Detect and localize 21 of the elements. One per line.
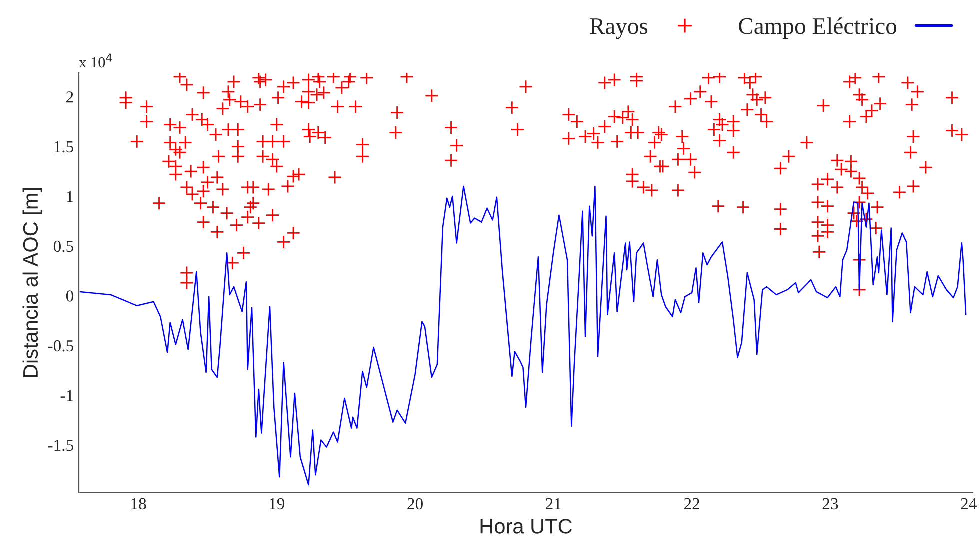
- y-tick-label: 0.5: [54, 240, 74, 252]
- x-tick-label: 18: [132, 498, 146, 510]
- text: x 10$^{4}$: [79, 54, 112, 68]
- x-tick-label: 24: [961, 498, 977, 510]
- x-tick-label: 21: [546, 498, 562, 510]
- x-tick-label: 22: [684, 498, 700, 510]
- y-tick-label: 2: [66, 92, 74, 103]
- y-tick-label: -1: [60, 390, 74, 402]
- y-axis-title: Distancia al AOC [m]: [22, 188, 42, 378]
- x-axis-title: Hora UTC: [480, 519, 572, 534]
- x-tick-label: 19: [270, 498, 285, 510]
- x-tick-label: 20: [408, 498, 423, 510]
- x-tick-label: 23: [822, 498, 838, 510]
- y-tick-label: -1.5: [48, 440, 74, 452]
- legend-label: Campo Eléctrico: [739, 18, 897, 40]
- y-tick-label: 1: [67, 191, 74, 202]
- legend-label: Rayos: [590, 18, 648, 40]
- y-tick-label: 1.5: [54, 141, 74, 153]
- line-series: [80, 186, 967, 486]
- y-tick-label: 0: [66, 290, 74, 302]
- y-tick-label: -0.5: [48, 340, 74, 352]
